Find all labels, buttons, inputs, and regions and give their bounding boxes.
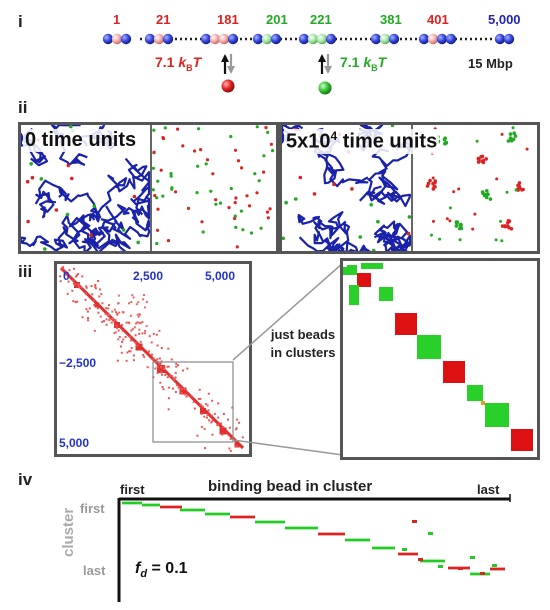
chain-bead	[494, 33, 506, 45]
bead-label-221: 221	[310, 12, 332, 27]
chain-bead	[252, 33, 264, 45]
chain-bead	[200, 33, 212, 45]
polymer-length-label: 15 Mbp	[468, 56, 513, 71]
chain-bead	[102, 33, 114, 45]
chain-bead	[379, 33, 391, 45]
snapshot-end-exp: 4	[330, 129, 338, 143]
green-energy-value: 7.1	[340, 54, 360, 70]
chain-beads	[102, 33, 515, 45]
contact-map-zoom-content	[343, 263, 533, 451]
contact-map-full: 0 2,500 5,000 −2,500 5,000	[54, 261, 252, 457]
cluster-order-plot	[117, 494, 511, 602]
kbt-k-green: k	[363, 54, 372, 70]
chain-bead	[120, 33, 132, 45]
snapshot-end-label: 5x104 time units	[284, 129, 440, 154]
chain-bead	[307, 33, 319, 45]
chain-bead	[218, 33, 230, 45]
chain-bead	[270, 33, 282, 45]
x-axis-last: last	[477, 482, 500, 497]
fd-symbol: f	[135, 560, 141, 577]
kbt-b: B	[186, 62, 193, 73]
axis-left-2500: −2,500	[59, 356, 97, 370]
red-binding-arrows	[221, 54, 235, 74]
chain-bead	[325, 33, 337, 45]
panel-label-ii: ii	[18, 98, 28, 117]
chain-bead	[388, 33, 400, 45]
panel-label-iii: iii	[18, 262, 33, 281]
y-axis-last: last	[83, 563, 106, 578]
chain-bead	[162, 33, 174, 45]
red-energy-value: 7.1	[155, 54, 175, 70]
fd-sub: d	[140, 568, 148, 581]
snapshot-end-suffix: time units	[337, 130, 438, 153]
chain-bead	[261, 33, 273, 45]
kbt-b-green: B	[371, 62, 378, 73]
chain-bead	[503, 33, 515, 45]
contact-map-zoom	[340, 258, 540, 460]
axis-left-5000: 5,000	[59, 436, 90, 450]
axis-top-2500: 2,500	[133, 269, 164, 283]
panel-label-i: i	[18, 12, 23, 31]
bead-label-21: 21	[156, 12, 171, 27]
red-binding-energy: 7.1 kBT	[155, 54, 201, 73]
chain-bead	[227, 33, 239, 45]
cluster-plot-title: binding bead in cluster	[208, 478, 373, 495]
green-binding-arrows	[318, 54, 332, 74]
chain-bead	[111, 33, 123, 45]
y-axis-first: first	[80, 501, 105, 516]
snapshot-end-frame: 5x104 time units	[279, 122, 540, 254]
kbt-t: T	[192, 54, 202, 70]
chain-bead	[445, 33, 457, 45]
chain-bead	[370, 33, 382, 45]
chain-bead	[427, 33, 439, 45]
contact-map-full-content	[59, 266, 245, 452]
cluster-order-traces	[122, 501, 505, 576]
bead-label-401: 401	[427, 12, 449, 27]
zoom-note: just beads in clusters	[270, 327, 336, 360]
zoom-box	[152, 361, 234, 443]
red-binder-bead	[221, 79, 235, 93]
polymer-chain-diagram	[102, 33, 515, 95]
chain-bead	[436, 33, 448, 45]
chain-bead	[144, 33, 156, 45]
chain-bead	[316, 33, 328, 45]
zoom-connector-lines	[232, 262, 344, 456]
chain-bead	[298, 33, 310, 45]
contact-map-zoom-svg	[343, 263, 533, 451]
snapshot-start-label: 0 time units	[23, 129, 139, 152]
snapshot-end-prefix: 5x10	[286, 130, 331, 153]
green-binder-bead	[318, 81, 332, 95]
bead-label-201: 201	[266, 12, 288, 27]
x-axis-first: first	[120, 482, 145, 497]
kbt-t-green: T	[377, 54, 387, 70]
chain-bead	[153, 33, 165, 45]
fd-label: fd = 0.1	[135, 560, 188, 580]
contact-map-full-svg	[59, 266, 245, 452]
kbt-k: k	[178, 54, 187, 70]
chain-bead	[209, 33, 221, 45]
green-binding-energy: 7.1 kBT	[340, 54, 386, 73]
bead-label-1: 1	[113, 12, 121, 27]
axis-top-0: 0	[63, 269, 70, 283]
fd-value: = 0.1	[147, 560, 188, 577]
chain-bead	[418, 33, 430, 45]
bead-label-5000: 5,000	[488, 12, 521, 27]
panel-label-iv: iv	[18, 470, 33, 489]
axis-top-5000: 5,000	[205, 269, 236, 283]
bead-label-381: 381	[380, 12, 402, 27]
snapshot-start-frame: 0 time units	[18, 122, 279, 254]
bead-label-181: 181	[217, 12, 239, 27]
